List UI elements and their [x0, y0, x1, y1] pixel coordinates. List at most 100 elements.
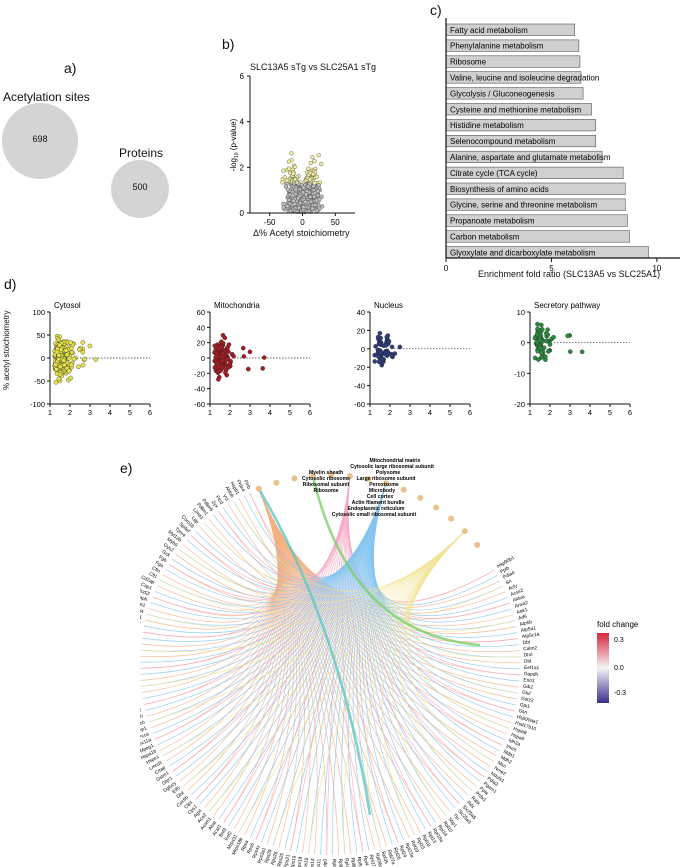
volcano-point	[282, 175, 287, 180]
term-dot	[255, 485, 262, 492]
term-dots	[255, 472, 481, 548]
gene-label: Bnf3	[218, 827, 229, 839]
scatter-point	[54, 371, 60, 377]
gene-label: Aco2	[197, 812, 209, 825]
scatter-point	[222, 335, 228, 341]
gene-label: C2cd2l	[140, 586, 150, 597]
term-dot	[433, 504, 440, 511]
scatter-y-tick-label: -10	[514, 369, 525, 378]
scatter-point	[247, 349, 253, 355]
volcano-y-tick-label: 4	[240, 118, 245, 127]
gene-label: Dbt	[522, 639, 531, 646]
scatter-x-tick-label: 4	[588, 408, 592, 416]
term-dot	[417, 494, 424, 501]
scatter-point	[225, 356, 231, 362]
gene-label: Crtap	[154, 765, 167, 777]
scatter-point	[77, 347, 82, 352]
acetylation-sites-title: Acetylation sites	[3, 90, 90, 104]
scatter-point	[62, 362, 67, 368]
gene-label: Pdia4	[502, 570, 516, 581]
chord-link	[162, 488, 281, 606]
enrichment-bar-label: Citrate cycle (TCA cycle)	[450, 169, 538, 178]
scatter-panel-title: Mitochondria	[214, 301, 260, 310]
scatter-point	[80, 362, 86, 368]
scatter-point	[53, 362, 58, 367]
scatter-point	[539, 322, 544, 328]
scatter-x-tick-label: 5	[448, 408, 452, 416]
gene-label: Tln	[451, 813, 460, 822]
scatter-point	[216, 364, 221, 369]
scatter-point	[216, 377, 221, 382]
scatter-point	[539, 350, 544, 356]
chord-link	[257, 488, 372, 816]
gene-label: Gsn	[518, 708, 528, 716]
gene-label: Rpl9	[331, 859, 337, 867]
gene-label: Mpeg1	[140, 743, 155, 755]
volcano-point	[306, 166, 311, 171]
term-label: Cytosolic large ribosomal subunit	[350, 464, 434, 470]
gene-label: Lpp	[190, 515, 200, 525]
gene-label: Rpl6	[349, 857, 356, 867]
gene-label: Eno1	[523, 677, 535, 684]
volcano-point	[285, 187, 290, 192]
bar-x-tick-label: 10	[652, 264, 661, 273]
scatter-x-tick-label: 1	[368, 408, 372, 416]
gene-label: Ppia	[478, 786, 489, 797]
chord-link	[391, 530, 466, 816]
scatter-point	[375, 334, 381, 340]
panel-label-c: c)	[430, 2, 442, 18]
scatter-point	[71, 356, 77, 362]
gene-label: Eef1a1	[524, 665, 540, 671]
panel-label-b: b)	[222, 36, 235, 52]
gene-label: Cd2ap	[140, 574, 156, 585]
scatter-y-tick-label: -20	[354, 363, 365, 372]
gene-label: Rps4x	[251, 844, 262, 859]
chord-links	[140, 475, 521, 856]
volcano-point	[301, 190, 306, 195]
enrichment-bar-label: Biosynthesis of amino acids	[450, 185, 549, 194]
scatter-point	[386, 339, 392, 344]
chord-link	[342, 475, 364, 853]
volcano-point	[292, 164, 297, 169]
gene-label: Rplp0	[322, 859, 328, 867]
gene-label: Aldob	[224, 485, 236, 499]
volcano-point	[281, 205, 286, 210]
scatter-y-tick-label: -60	[354, 400, 365, 409]
gene-label: Agxt	[193, 808, 204, 820]
chord-link	[308, 530, 466, 854]
gene-label: Rpsa	[240, 839, 250, 852]
scatter-y-tick-label: 0	[201, 354, 205, 363]
gene-label: Rpl23a	[403, 842, 415, 859]
volcano-point	[285, 204, 290, 209]
volcano-point	[310, 155, 315, 160]
volcano-point	[320, 204, 325, 209]
panel-label-a: a)	[64, 60, 77, 76]
scatter-point	[61, 358, 67, 363]
go-chord-diagram: Hsp90b1PpibPdia4SriAclyAcss2AldoaAnxa2Aa…	[140, 458, 639, 867]
term-label: Large ribosome subunit	[356, 476, 415, 482]
term-dot	[365, 475, 372, 482]
legend-tick-mid: 0.0	[614, 665, 624, 672]
scatter-y-tick-label: 100	[32, 308, 45, 317]
term-label: Mitochondrial matrix	[369, 458, 420, 464]
scatter-point	[87, 343, 93, 349]
scatter-point	[231, 353, 236, 359]
gene-label: Rpl26	[392, 847, 402, 861]
scatter-point	[64, 352, 70, 358]
scatter-y-tick-label: 50	[37, 331, 45, 340]
gene-label: Rpl4	[362, 855, 370, 866]
bar-chart-x-label: Enrichment fold ratio (SLC13A5 vs SLC25A…	[478, 269, 661, 279]
volcano-point	[304, 192, 309, 197]
chord-link	[381, 530, 466, 836]
scatter-point	[56, 376, 62, 382]
volcano-point	[315, 189, 321, 194]
gene-label: Ppib	[499, 565, 511, 575]
volcano-title: SLC13A5 sTg vs SLC25A1 sTg	[250, 62, 377, 72]
scatter-point	[378, 350, 383, 355]
scatter-point	[53, 379, 59, 385]
scatter-point	[536, 357, 541, 362]
volcano-point	[316, 153, 321, 158]
term-dot	[383, 480, 390, 487]
enrichment-bar-chart: Fatty acid metabolism Phenylalanine metab…	[444, 18, 680, 273]
